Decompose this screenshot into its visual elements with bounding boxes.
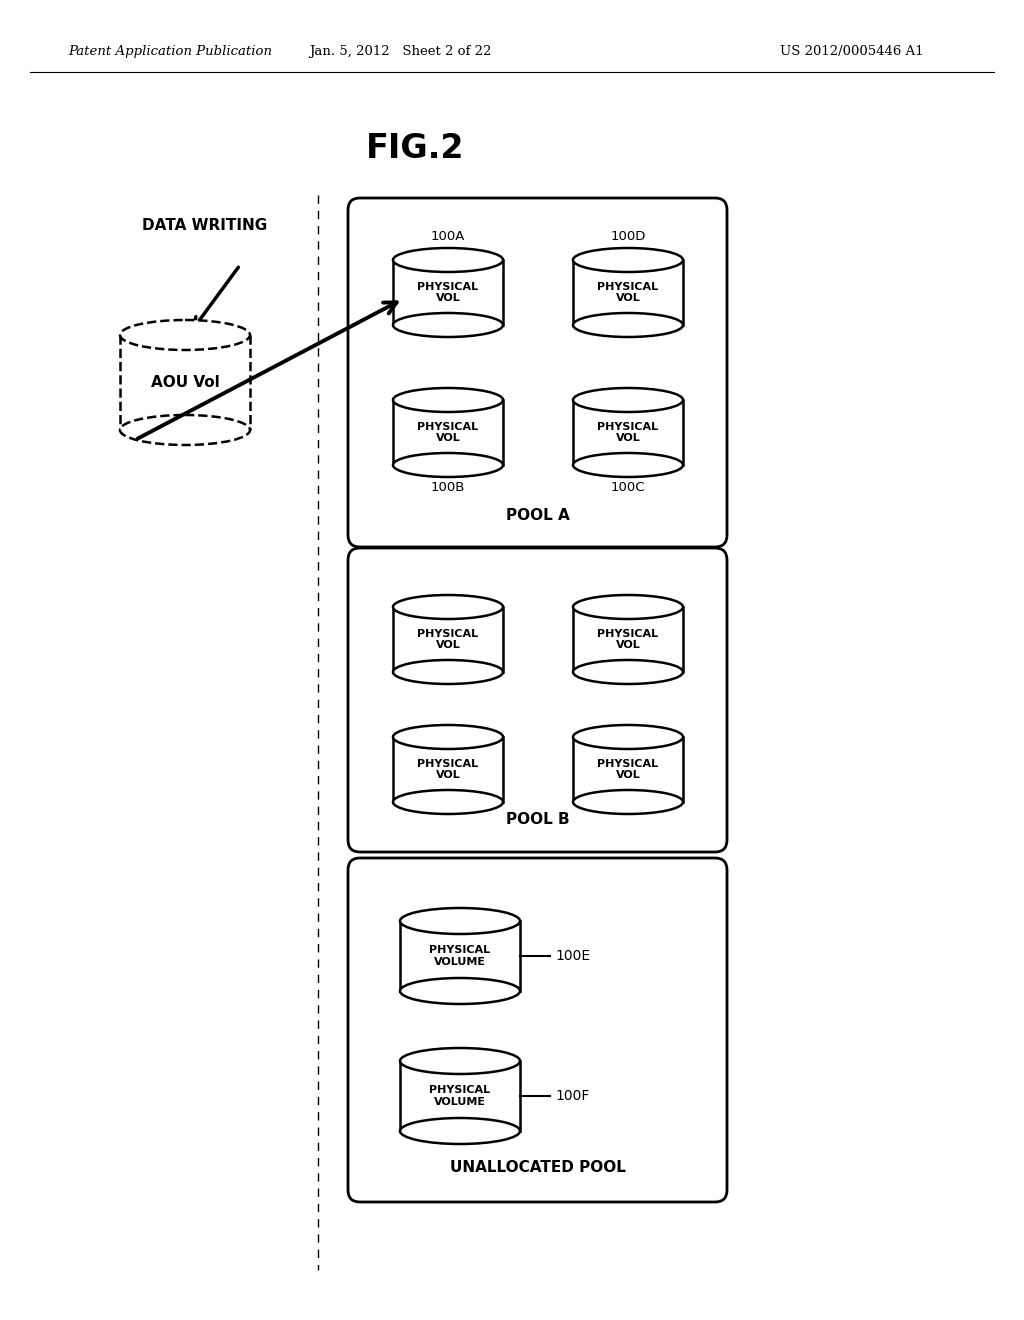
Text: DATA WRITING: DATA WRITING [142,218,267,232]
Text: Patent Application Publication: Patent Application Publication [68,45,272,58]
Polygon shape [400,1061,520,1131]
Text: PHYSICAL
VOLUME: PHYSICAL VOLUME [429,945,490,966]
Polygon shape [573,607,683,672]
Text: POOL A: POOL A [506,507,569,523]
Text: PHYSICAL
VOL: PHYSICAL VOL [597,759,658,780]
FancyBboxPatch shape [348,858,727,1203]
Text: US 2012/0005446 A1: US 2012/0005446 A1 [780,45,924,58]
Text: Jan. 5, 2012   Sheet 2 of 22: Jan. 5, 2012 Sheet 2 of 22 [309,45,492,58]
Ellipse shape [120,414,250,445]
Text: PHYSICAL
VOL: PHYSICAL VOL [597,281,658,304]
FancyBboxPatch shape [348,198,727,546]
Polygon shape [120,335,250,430]
Polygon shape [393,737,503,803]
Ellipse shape [400,908,520,935]
Ellipse shape [120,319,250,350]
FancyBboxPatch shape [348,548,727,851]
Text: 100C: 100C [610,480,645,494]
Ellipse shape [573,725,683,748]
Text: PHYSICAL
VOL: PHYSICAL VOL [597,421,658,444]
Text: 100A: 100A [431,230,465,243]
Text: FIG.2: FIG.2 [366,132,464,165]
Ellipse shape [573,595,683,619]
Polygon shape [400,921,520,991]
Text: 100F: 100F [555,1089,590,1104]
Ellipse shape [393,725,503,748]
Polygon shape [573,260,683,325]
Ellipse shape [393,453,503,477]
Ellipse shape [573,453,683,477]
Ellipse shape [393,248,503,272]
Ellipse shape [573,660,683,684]
Ellipse shape [573,248,683,272]
Text: UNALLOCATED POOL: UNALLOCATED POOL [450,1160,626,1176]
Text: POOL B: POOL B [506,813,569,828]
Polygon shape [393,260,503,325]
Polygon shape [573,737,683,803]
Polygon shape [573,400,683,465]
Ellipse shape [573,313,683,337]
Ellipse shape [573,388,683,412]
Ellipse shape [393,789,503,814]
Text: PHYSICAL
VOL: PHYSICAL VOL [418,759,478,780]
Ellipse shape [393,595,503,619]
Text: AOU Vol: AOU Vol [151,375,219,389]
Polygon shape [393,400,503,465]
Ellipse shape [393,660,503,684]
Text: 100B: 100B [431,480,465,494]
Ellipse shape [400,1118,520,1144]
Text: PHYSICAL
VOL: PHYSICAL VOL [418,281,478,304]
Ellipse shape [573,789,683,814]
Text: 100D: 100D [610,230,646,243]
Ellipse shape [400,978,520,1005]
Text: PHYSICAL
VOLUME: PHYSICAL VOLUME [429,1085,490,1106]
Polygon shape [393,607,503,672]
Text: PHYSICAL
VOL: PHYSICAL VOL [418,421,478,444]
Text: PHYSICAL
VOL: PHYSICAL VOL [597,628,658,651]
Ellipse shape [393,388,503,412]
Ellipse shape [393,313,503,337]
Ellipse shape [400,1048,520,1074]
Text: PHYSICAL
VOL: PHYSICAL VOL [418,628,478,651]
Text: 100E: 100E [555,949,590,964]
